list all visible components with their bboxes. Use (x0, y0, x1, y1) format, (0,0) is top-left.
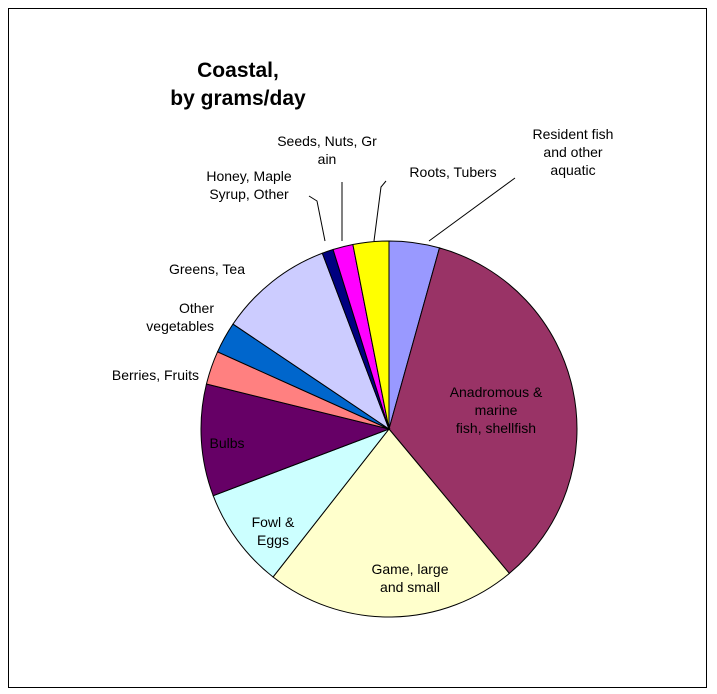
pie-slices (200, 240, 578, 618)
slice-label: Resident fish and other aquatic (533, 126, 614, 178)
chart-title-line: by grams/day (170, 87, 306, 110)
slice-labels: Resident fish and other aquatic Anadromous … (112, 126, 614, 595)
leader-line (373, 180, 387, 242)
pie-slice (200, 383, 391, 497)
pie-slice (232, 252, 391, 431)
pie-slice (388, 247, 578, 575)
slice-label: Other vegetables (146, 300, 214, 334)
slice-label: Anadromous & marine fish, shellfish (450, 384, 543, 436)
leader-line (428, 177, 516, 242)
slice-label: Berries, Fruits (112, 367, 199, 383)
chart-frame: Coastal, by grams/day Resident fish and ot… (8, 8, 707, 688)
slice-label: Roots, Tubers (409, 164, 496, 180)
pie-chart: Coastal, by grams/day Resident fish and ot… (112, 59, 614, 618)
slice-label: Game, large and small (371, 561, 448, 595)
slice-label: Honey, Maple Syrup, Other (206, 168, 292, 202)
chart-title: Coastal, by grams/day (170, 59, 306, 110)
pie-slice (352, 240, 390, 430)
pie-slice (212, 427, 391, 578)
chart-title-line: Coastal, (197, 59, 279, 82)
slice-label: Bulbs (209, 435, 244, 451)
slice-label: Fowl & Eggs (252, 514, 295, 548)
slice-label: Seeds, Nuts, Gr ain (277, 133, 377, 167)
leader-line (308, 195, 326, 242)
pie-slice (272, 428, 511, 618)
leader-lines (308, 177, 516, 242)
slice-label: Greens, Tea (169, 261, 245, 277)
